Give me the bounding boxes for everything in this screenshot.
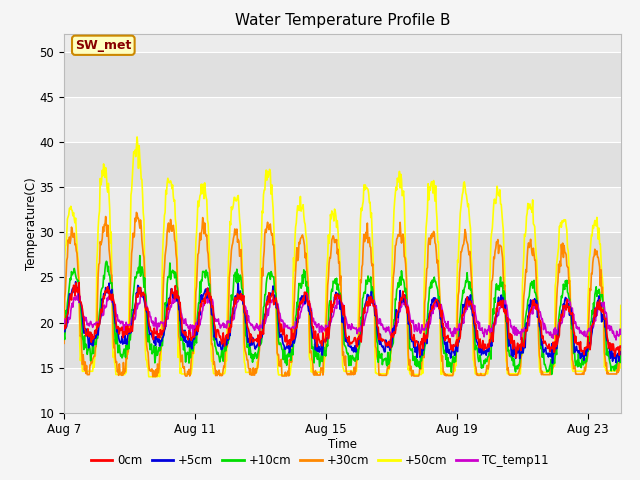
Legend: 0cm, +5cm, +10cm, +30cm, +50cm, TC_temp11: 0cm, +5cm, +10cm, +30cm, +50cm, TC_temp1… [86,449,554,472]
X-axis label: Time: Time [328,438,357,451]
Bar [64,277,621,323]
Title: Water Temperature Profile B: Water Temperature Profile B [235,13,450,28]
Bar [64,187,621,232]
Bar [64,368,621,413]
Bar [64,232,621,277]
Y-axis label: Temperature(C): Temperature(C) [25,177,38,270]
Bar [64,52,621,97]
Text: SW_met: SW_met [75,39,131,52]
Bar [64,142,621,187]
Bar [64,323,621,368]
Bar [64,97,621,142]
